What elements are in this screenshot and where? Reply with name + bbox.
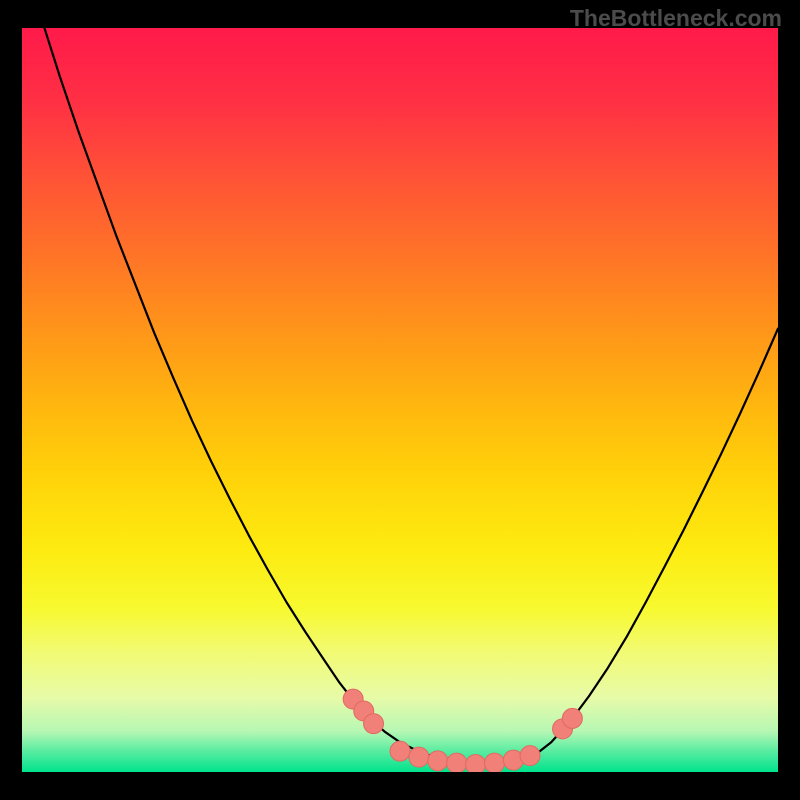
watermark-text: TheBottleneck.com <box>570 5 782 32</box>
marker-point <box>364 714 384 734</box>
marker-point <box>466 755 486 772</box>
gradient-background <box>22 28 778 772</box>
marker-point <box>390 741 410 761</box>
marker-point <box>520 746 540 766</box>
plot-area <box>22 28 778 772</box>
chart-svg <box>22 28 778 772</box>
marker-point <box>562 708 582 728</box>
marker-point <box>409 747 429 767</box>
marker-point <box>447 753 467 772</box>
marker-point <box>428 751 448 771</box>
marker-point <box>485 753 505 772</box>
